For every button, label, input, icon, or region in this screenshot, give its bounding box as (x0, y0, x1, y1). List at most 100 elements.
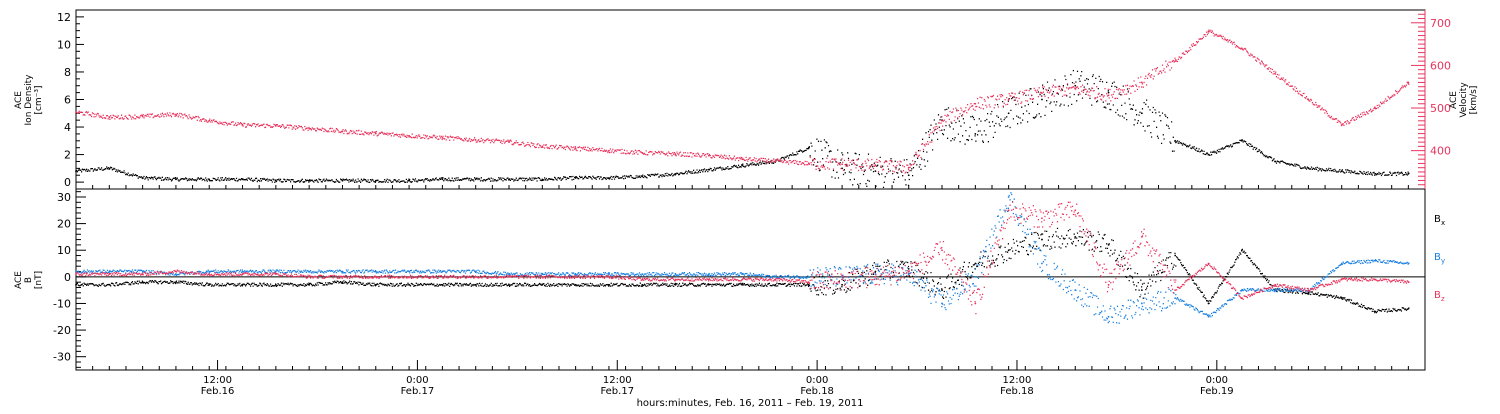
x-tick-label-time: 0:00 (1206, 375, 1228, 386)
bx-point (1407, 307, 1410, 310)
ion-density-point (907, 174, 910, 177)
solar-wind-velocity-point (541, 145, 544, 148)
ion-density-point (1207, 153, 1210, 156)
data-layer (75, 29, 1410, 324)
by-point (1174, 297, 1177, 300)
by-point (1007, 196, 1010, 198)
density-axis-label-line: Ion Density (24, 74, 34, 126)
by-point (75, 270, 77, 273)
by-point (1274, 289, 1277, 292)
by-point (508, 273, 510, 276)
legend-label-bx: B (1434, 214, 1441, 225)
y-tick-label-density: 2 (64, 149, 71, 162)
bx-point (741, 283, 744, 286)
solar-wind-velocity-point (1274, 73, 1277, 75)
bz-point (1207, 262, 1210, 265)
ion-density-point (974, 133, 977, 135)
solar-wind-velocity-point (1340, 124, 1343, 126)
y-tick-label-b: 30 (57, 191, 71, 204)
ion-density-point (1374, 172, 1376, 175)
by-point (1207, 315, 1210, 318)
ion-density-point (1107, 91, 1110, 94)
bz-point (374, 275, 377, 278)
ion-density-point (1407, 172, 1410, 175)
by-point (974, 275, 977, 278)
solar-wind-velocity-point (175, 113, 177, 116)
y-tick-label-velocity: 600 (1430, 59, 1451, 72)
y-tick-label-b: -10 (53, 297, 71, 310)
solar-wind-velocity-point (741, 158, 744, 161)
bx-series (75, 227, 1410, 314)
bz-point (408, 275, 410, 278)
x-tick-label-time: 12:00 (603, 375, 632, 386)
bx-point (1307, 291, 1310, 294)
solar-wind-velocity-point (508, 141, 510, 144)
by-point (907, 273, 910, 276)
solar-wind-velocity-point (141, 115, 144, 118)
by-point (1140, 302, 1143, 305)
y-tick-label-b: 10 (57, 244, 71, 257)
bx-point (508, 283, 510, 286)
solar-wind-velocity-point (274, 125, 277, 127)
bz-point (341, 275, 344, 278)
bz-point (1274, 283, 1277, 286)
by-point (608, 273, 610, 276)
bx-point (175, 281, 177, 284)
bz-point (175, 270, 177, 273)
solar-wind-velocity-point (774, 160, 777, 163)
by-point (241, 270, 244, 273)
bz-point (1174, 289, 1177, 292)
by-point (1107, 315, 1110, 318)
y-tick-label-velocity: 400 (1430, 145, 1451, 158)
x-tick-label-day: Feb.18 (1000, 386, 1034, 397)
bx-point (1074, 236, 1077, 238)
solar-wind-velocity-point (308, 127, 311, 130)
bz-point (1140, 236, 1143, 238)
bz-point (75, 273, 77, 276)
by-point (141, 270, 144, 273)
ion-density-point (241, 178, 244, 181)
by-point (674, 273, 677, 276)
ion-density-point (1274, 160, 1277, 163)
ion-density-point (1140, 112, 1143, 115)
axis-ticks (75, 10, 1426, 370)
x-tick-label-day: Feb.18 (800, 386, 834, 397)
ion-density-point (441, 178, 444, 181)
ion-density-series (75, 69, 1410, 189)
by-point (774, 275, 777, 278)
by-point (175, 273, 177, 276)
solar-wind-velocity-point (907, 166, 910, 169)
bz-series (75, 201, 1410, 315)
x-tick-label-time: 0:00 (806, 375, 828, 386)
by-point (541, 273, 544, 276)
bx-point (874, 270, 877, 273)
solar-wind-velocity-point (1174, 60, 1177, 63)
bz-point (1374, 278, 1376, 281)
y-tick-label-velocity: 500 (1430, 102, 1451, 115)
b-axis-label: ACE B [nT] (14, 271, 44, 289)
by-point (574, 273, 577, 276)
b-axis-label-line: [nT] (34, 271, 44, 289)
solar-wind-velocity-point (707, 154, 710, 157)
ion-density-point (741, 164, 744, 167)
ion-density-point (1240, 139, 1243, 142)
ion-density-point (608, 177, 610, 179)
bx-point (1007, 249, 1010, 252)
ion-density-point (508, 178, 510, 181)
bz-point (841, 278, 843, 281)
bx-point (1174, 254, 1177, 257)
bz-point (108, 273, 111, 276)
ion-density-point (75, 170, 77, 173)
ion-density-point (674, 172, 677, 175)
bx-point (574, 283, 577, 286)
bz-point (874, 275, 877, 278)
ion-density-point (1340, 170, 1343, 173)
by-point (1041, 262, 1043, 265)
bz-point (1240, 297, 1243, 300)
velocity-axis-label-line: ACE (1449, 91, 1459, 109)
bx-point (75, 283, 77, 286)
bz-dots (76, 201, 1410, 315)
bz-point (508, 275, 510, 278)
